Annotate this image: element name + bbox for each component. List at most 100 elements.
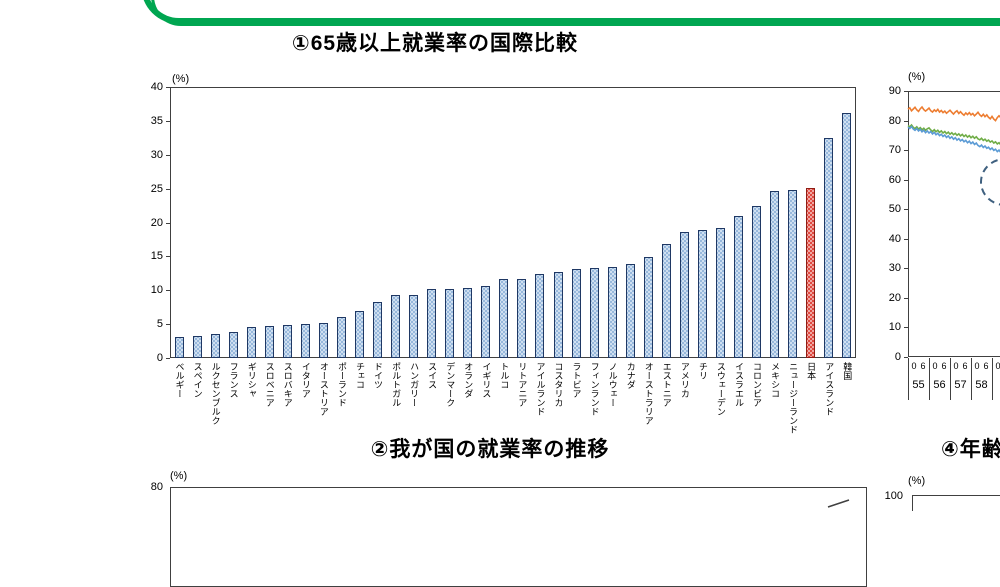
bar-コスタリカ <box>553 272 563 358</box>
bar-slot <box>802 87 820 358</box>
chart1-xlabel-オーストラリア: オーストラリア <box>643 362 654 425</box>
xlabel-slot: スロバキア <box>278 362 296 458</box>
chart1-xlabel-メキシコ: メキシコ <box>770 362 781 398</box>
chart1-xlabel-ポーランド: ポーランド <box>336 362 347 407</box>
bar-slot <box>423 87 441 358</box>
bar-slot <box>441 87 459 358</box>
bar-日本 <box>806 187 816 358</box>
bar-ドイツ <box>373 301 383 358</box>
xlabel-slot: アイスランド <box>820 362 838 458</box>
chart1-tickmark <box>166 358 170 359</box>
bar-ラトビア <box>571 269 581 358</box>
chart1-unit-label: (%) <box>172 73 190 85</box>
chart1-xlabel-イタリア: イタリア <box>300 362 311 398</box>
chart3-x-separator <box>971 358 972 400</box>
chart3-year-tick-58: 58 <box>975 379 988 391</box>
bar-slot <box>639 87 657 358</box>
chart1-ytick-35: 35 <box>150 114 163 127</box>
chart1-xlabel-アイルランド: アイルランド <box>535 362 546 416</box>
xlabel-slot: スペイン <box>188 362 206 458</box>
bar-ギリシャ <box>246 326 256 358</box>
chart1-tickmark <box>166 324 170 326</box>
chart1-xlabel-ルクセンブルク: ルクセンブルク <box>210 362 221 425</box>
chart3-plot-area <box>908 91 1000 357</box>
chart2-unit-label: (%) <box>170 470 188 482</box>
bar-オーストリア <box>318 323 328 358</box>
chart3-month-tick: 6 <box>983 361 989 371</box>
bar-slot <box>170 87 188 358</box>
chart1-xlabel-チェコ: チェコ <box>354 362 365 389</box>
bar-イタリア <box>300 324 310 358</box>
chart1-xlabel-コスタリカ: コスタリカ <box>553 362 564 407</box>
chart3-ytick-30: 30 <box>888 262 901 275</box>
xlabel-slot: コスタリカ <box>549 362 567 458</box>
xlabel-slot: メキシコ <box>766 362 784 458</box>
bar-slot <box>603 87 621 358</box>
bar-アイルランド <box>535 274 545 358</box>
chart1-ytick-5: 5 <box>156 318 163 331</box>
chart1-ytick-30: 30 <box>150 148 163 161</box>
chart1-ytick-25: 25 <box>150 182 163 195</box>
bar-slot <box>369 87 387 358</box>
chart4-plot-area <box>912 495 1000 511</box>
bar-slot <box>820 87 838 358</box>
chart3-year-tick-56: 56 <box>933 379 946 391</box>
bar-カナダ <box>625 263 635 358</box>
chart1-x-axis-labels: ベルギー スペイン ルクセンブルク フランス ギリシャ スロベニア スロバキア イタリア オース… <box>170 362 856 458</box>
bar-slot <box>838 87 856 358</box>
bar-リトアニア <box>517 279 527 358</box>
chart3-tickmark <box>904 238 908 240</box>
bar-スロバキア <box>282 324 292 358</box>
chart1-plot-area <box>170 87 856 358</box>
bar-slot <box>242 87 260 358</box>
chart1-xlabel-エストニア: エストニア <box>661 362 672 407</box>
chart1-xlabel-フィンランド: フィンランド <box>589 362 600 416</box>
chart1-tickmark <box>166 256 170 258</box>
xlabel-slot: デンマーク <box>441 362 459 458</box>
chart3-ytick-10: 10 <box>888 321 901 334</box>
chart3-tickmark <box>904 268 908 270</box>
bar-slot <box>495 87 513 358</box>
chart1-ytick-15: 15 <box>150 250 163 263</box>
dashed-circle-annotation <box>980 158 1000 206</box>
chart3-ytick-20: 20 <box>888 291 901 304</box>
bar-slot <box>224 87 242 358</box>
chart3-tickmark <box>904 91 908 92</box>
chart2-title: ②我が国の就業率の推移 <box>370 438 610 461</box>
chart3-tickmark <box>904 357 908 358</box>
chart3-tickmark <box>904 179 908 181</box>
chart3-year-tick-57: 57 <box>954 379 967 391</box>
chart1-ytick-40: 40 <box>150 81 163 93</box>
chart3-month-tick: 6 <box>920 361 926 371</box>
header-frame-inner <box>151 0 1000 26</box>
bar-slot <box>459 87 477 358</box>
xlabel-slot: ドイツ <box>369 362 387 458</box>
bar-slot <box>766 87 784 358</box>
chart4-ytick-100: 100 <box>884 490 903 502</box>
chart3-ytick-80: 80 <box>888 114 901 127</box>
xlabel-slot: フランス <box>224 362 242 458</box>
bar-韓国 <box>842 112 852 358</box>
bar-ルクセンブルク <box>210 334 220 358</box>
xlabel-slot: フィンランド <box>585 362 603 458</box>
chart3-month-tick: 0 <box>953 361 959 371</box>
chart1-tickmark <box>166 120 170 122</box>
xlabel-slot: ベルギー <box>170 362 188 458</box>
chart1-xlabel-デンマーク: デンマーク <box>445 362 456 407</box>
chart1-xlabel-スペイン: スペイン <box>192 362 203 398</box>
bar-オランダ <box>463 287 473 358</box>
bar-slot <box>314 87 332 358</box>
chart1-xlabel-韓国: 韓国 <box>842 362 853 380</box>
bar-slot <box>387 87 405 358</box>
xlabel-slot: スロベニア <box>260 362 278 458</box>
bar-slot <box>531 87 549 358</box>
chart1-tickmark <box>166 87 170 88</box>
chart1-ytick-20: 20 <box>150 216 163 229</box>
bar-slot <box>206 87 224 358</box>
bar-トルコ <box>499 279 509 358</box>
bar-ニュージーランド <box>788 190 798 358</box>
bar-slot <box>188 87 206 358</box>
bar-スペイン <box>192 336 202 358</box>
chart3-unit-label: (%) <box>908 71 926 83</box>
chart3-tickmark <box>904 297 908 299</box>
